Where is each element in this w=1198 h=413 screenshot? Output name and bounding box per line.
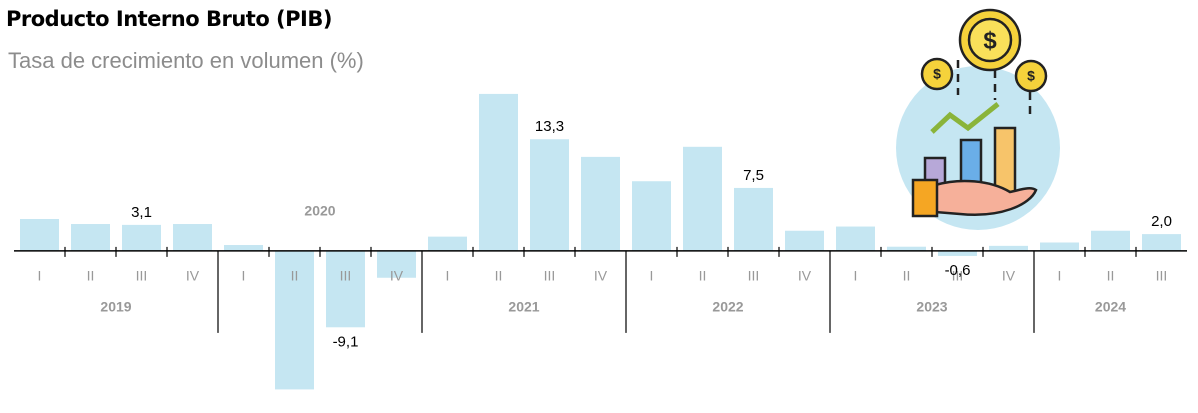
- group-label: 2019: [100, 299, 131, 315]
- chart-subtitle: Tasa de crecimiento en volumen (%): [8, 48, 364, 73]
- svg-text:$: $: [933, 66, 941, 82]
- data-label: 7,5: [743, 167, 764, 184]
- x-tick-label: III: [1156, 268, 1168, 284]
- bar: [887, 246, 926, 251]
- group-label: 2021: [508, 299, 539, 315]
- group-label: 2020: [304, 203, 335, 219]
- bar: [1142, 234, 1181, 251]
- bar: [632, 181, 671, 251]
- bar: [683, 146, 722, 251]
- bar: [122, 224, 161, 251]
- x-tick-label: II: [291, 268, 299, 284]
- bar: [428, 236, 467, 251]
- bar: [734, 187, 773, 251]
- illustration: $ $ $: [896, 8, 1060, 230]
- data-label: 3,1: [131, 204, 152, 221]
- group-label: 2022: [712, 299, 743, 315]
- bar: [377, 250, 416, 278]
- x-tick-label: I: [446, 268, 450, 284]
- x-tick-label: III: [544, 268, 556, 284]
- bar: [326, 250, 365, 328]
- x-tick-label: II: [1107, 268, 1115, 284]
- x-tick-label: I: [242, 268, 246, 284]
- svg-text:$: $: [983, 27, 997, 54]
- x-tick-label: IV: [1002, 268, 1016, 284]
- x-tick-label: IV: [798, 268, 812, 284]
- group-label: 2023: [916, 299, 947, 315]
- x-tick-label: III: [748, 268, 760, 284]
- data-label: 2,0: [1151, 213, 1172, 230]
- bar: [275, 250, 314, 390]
- data-label: -9,1: [333, 333, 359, 350]
- x-tick-label: II: [699, 268, 707, 284]
- x-tick-label: I: [650, 268, 654, 284]
- bar: [224, 245, 263, 251]
- bar: [938, 250, 977, 256]
- group-label: 2024: [1095, 299, 1126, 315]
- data-label: -0,6: [945, 262, 971, 279]
- x-tick-label: III: [136, 268, 148, 284]
- x-tick-label: II: [87, 268, 95, 284]
- svg-text:$: $: [1027, 68, 1035, 84]
- x-tick-label: I: [854, 268, 858, 284]
- x-tick-label: I: [1058, 268, 1062, 284]
- bar: [581, 156, 620, 251]
- x-tick-label: IV: [390, 268, 404, 284]
- bar: [173, 224, 212, 251]
- chart-title: Producto Interno Bruto (PIB): [6, 7, 332, 31]
- x-tick-label: II: [495, 268, 503, 284]
- x-tick-label: II: [903, 268, 911, 284]
- bar: [836, 226, 875, 251]
- data-label: 13,3: [535, 118, 564, 135]
- x-tick-label: IV: [186, 268, 200, 284]
- bar: [20, 218, 59, 251]
- x-tick-label: III: [340, 268, 352, 284]
- x-tick-label: IV: [594, 268, 608, 284]
- x-tick-label: I: [38, 268, 42, 284]
- bar: [71, 224, 110, 251]
- bar: [1040, 242, 1079, 251]
- bar: [989, 245, 1028, 251]
- bar: [1091, 230, 1130, 251]
- bar: [530, 139, 569, 251]
- bar: [785, 230, 824, 251]
- x-tick-label: III: [952, 268, 964, 284]
- bar: [479, 93, 518, 251]
